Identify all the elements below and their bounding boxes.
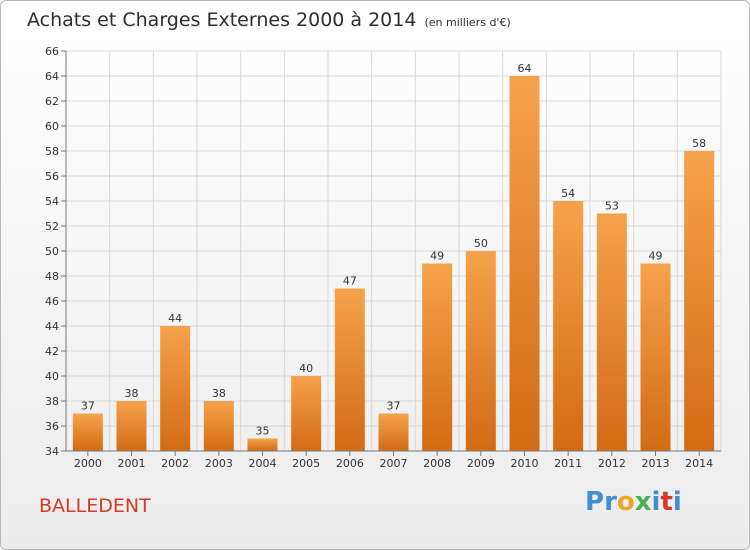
y-tick-label: 66 <box>45 45 59 58</box>
logo-letter: P <box>585 487 605 517</box>
x-tick-label: 2002 <box>161 457 189 470</box>
logo-letter: i <box>651 487 661 517</box>
x-tick-label: 2014 <box>685 457 713 470</box>
x-tick-label: 2001 <box>118 457 146 470</box>
y-tick-label: 52 <box>45 220 59 233</box>
x-tick-label: 2010 <box>511 457 539 470</box>
x-tick-label: 2008 <box>423 457 451 470</box>
x-tick-label: 2004 <box>249 457 277 470</box>
x-tick-label: 2005 <box>292 457 320 470</box>
data-label-2001: 38 <box>125 387 139 400</box>
data-label-2011: 54 <box>561 187 575 200</box>
y-tick-label: 44 <box>45 320 59 333</box>
y-tick-label: 40 <box>45 370 59 383</box>
y-tick-label: 36 <box>45 420 59 433</box>
y-tick-label: 58 <box>45 145 59 158</box>
chart-title: Achats et Charges Externes 2000 à 2014 (e… <box>27 9 511 31</box>
data-label-2014: 58 <box>692 137 706 150</box>
x-tick-label: 2009 <box>467 457 495 470</box>
y-tick-label: 50 <box>45 245 59 258</box>
data-label-2004: 35 <box>256 425 270 438</box>
data-labels: 37 38 44 38 35 40 47 37 49 50 64 54 53 49 58 <box>81 62 706 438</box>
bar-2002 <box>160 326 191 451</box>
data-label-2005: 40 <box>299 362 313 375</box>
bar-2012 <box>596 213 627 451</box>
y-tick-label: 60 <box>45 120 59 133</box>
bar-2008 <box>422 263 453 451</box>
logo-letter: i <box>672 487 682 517</box>
data-label-2006: 47 <box>343 275 357 288</box>
bar-2009 <box>465 251 496 451</box>
bar-2004 <box>247 438 278 451</box>
data-label-2008: 49 <box>430 250 444 263</box>
data-label-2009: 50 <box>474 237 488 250</box>
bar-2005 <box>291 376 322 451</box>
data-label-2012: 53 <box>605 200 619 213</box>
y-tick-label: 48 <box>45 270 59 283</box>
logo-letter: x <box>634 487 652 517</box>
logo-letter: r <box>604 487 617 517</box>
axes: 34 36 38 40 42 44 46 48 50 52 54 56 58 60 62 64 66 2000 20… <box>45 45 721 470</box>
data-label-2002: 44 <box>168 312 182 325</box>
data-label-2000: 37 <box>81 400 95 413</box>
bar-2001 <box>116 401 147 451</box>
x-tick-label: 2013 <box>642 457 670 470</box>
bar-2010 <box>509 76 540 451</box>
x-tick-label: 2006 <box>336 457 364 470</box>
bars <box>72 76 715 451</box>
y-tick-label: 54 <box>45 195 59 208</box>
bar-2014 <box>684 151 715 451</box>
bar-2006 <box>334 288 365 451</box>
x-tick-label: 2000 <box>74 457 102 470</box>
y-tick-label: 64 <box>45 70 59 83</box>
y-tick-label: 56 <box>45 170 59 183</box>
commune-name: BALLEDENT <box>39 495 151 517</box>
chart-unit: (en milliers d'€) <box>424 16 511 29</box>
x-tick-label: 2007 <box>380 457 408 470</box>
bar-2013 <box>640 263 671 451</box>
logo-letter: o <box>616 487 635 517</box>
data-label-2010: 64 <box>518 62 532 75</box>
x-tick-label: 2011 <box>554 457 582 470</box>
bar-2003 <box>203 401 234 451</box>
data-label-2013: 49 <box>649 250 663 263</box>
y-tick-label: 42 <box>45 345 59 358</box>
bar-2007 <box>378 413 409 451</box>
x-tick-label: 2003 <box>205 457 233 470</box>
chart-title-text: Achats et Charges Externes 2000 à 2014 <box>27 9 417 31</box>
y-tick-label: 38 <box>45 395 59 408</box>
data-label-2007: 37 <box>387 400 401 413</box>
y-tick-label: 34 <box>45 445 59 458</box>
proxiti-logo[interactable]: Proxiti <box>585 487 682 517</box>
y-tick-label: 62 <box>45 95 59 108</box>
logo-letter: t <box>660 487 673 517</box>
bar-2011 <box>553 201 584 451</box>
y-tick-label: 46 <box>45 295 59 308</box>
data-label-2003: 38 <box>212 387 226 400</box>
x-tick-label: 2012 <box>598 457 626 470</box>
bar-2000 <box>72 413 103 451</box>
